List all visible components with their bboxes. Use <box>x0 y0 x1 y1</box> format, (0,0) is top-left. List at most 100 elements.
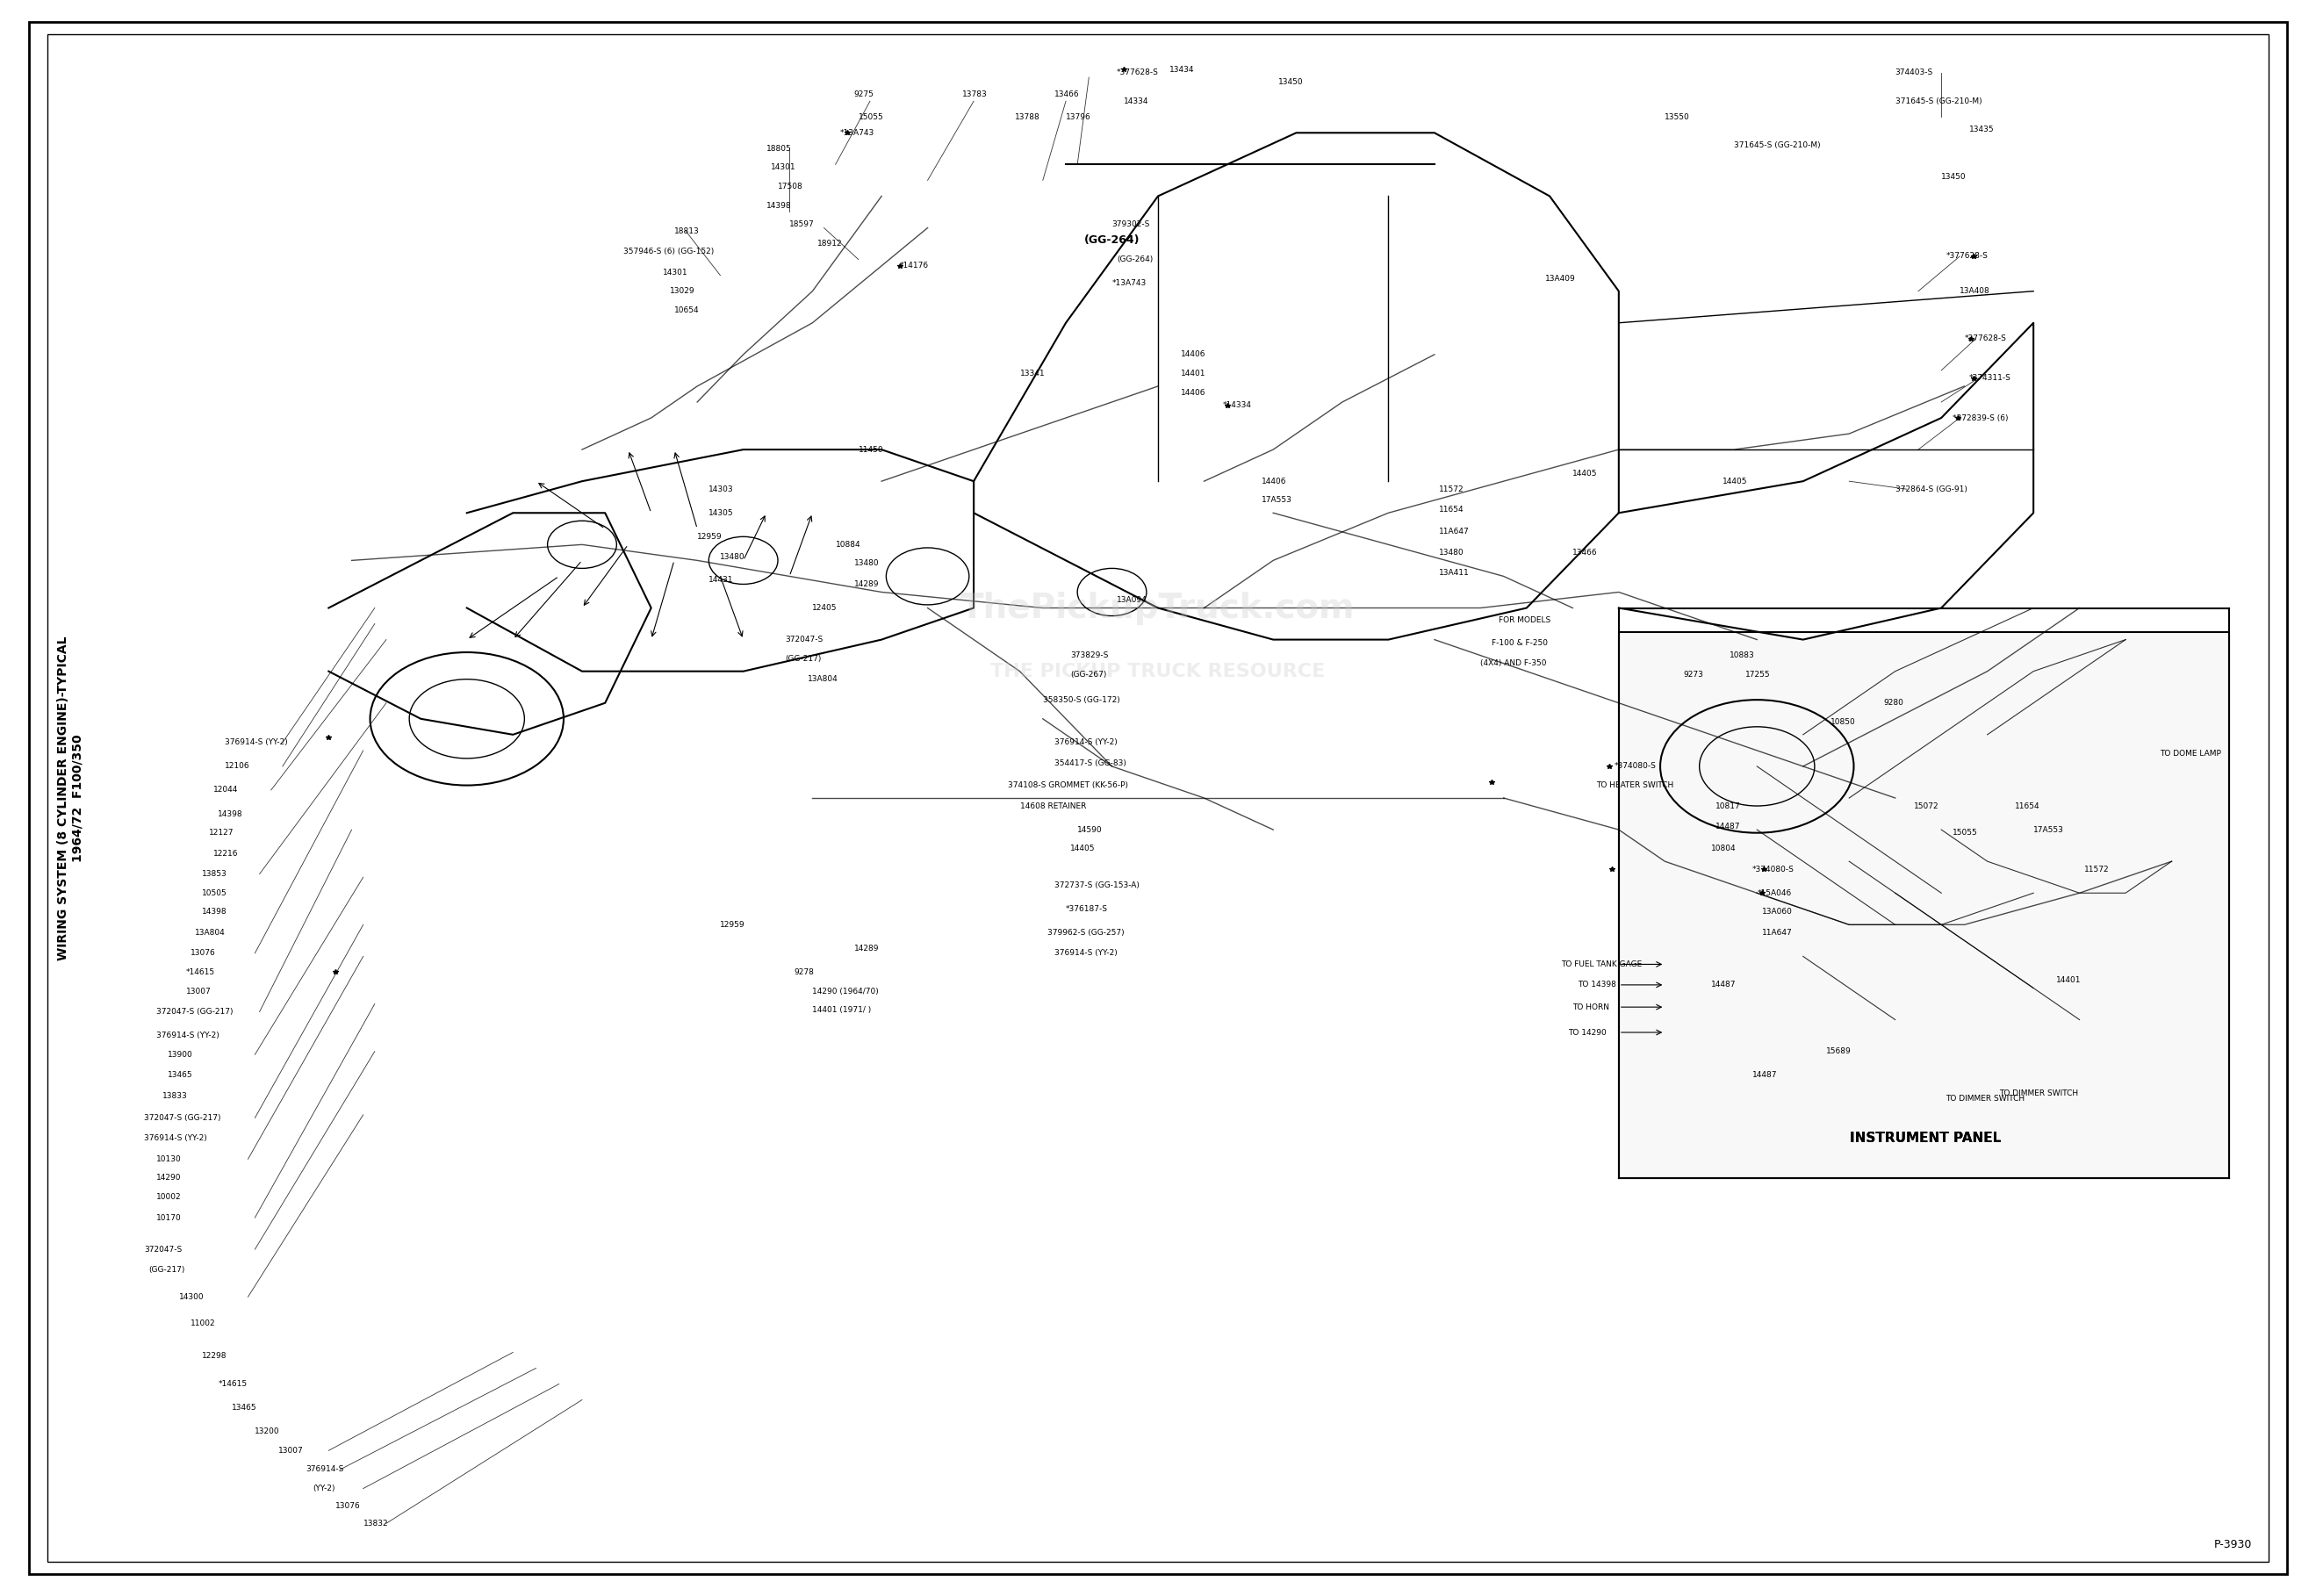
Text: 14289: 14289 <box>855 945 878 953</box>
Text: 14334: 14334 <box>1123 97 1149 105</box>
Text: 14487: 14487 <box>1753 1071 1776 1079</box>
Text: 10170: 10170 <box>155 1215 181 1221</box>
Text: 13029: 13029 <box>669 287 695 295</box>
Text: 10884: 10884 <box>836 541 862 549</box>
Text: 12127: 12127 <box>208 828 234 836</box>
Text: 9273: 9273 <box>1684 670 1702 678</box>
Text: 11A647: 11A647 <box>1438 528 1471 536</box>
Text: 13341: 13341 <box>1019 370 1045 378</box>
Text: 372047-S (GG-217): 372047-S (GG-217) <box>155 1007 232 1015</box>
Text: 13007: 13007 <box>185 988 211 996</box>
Text: 357946-S (6) (GG-152): 357946-S (6) (GG-152) <box>623 247 713 255</box>
Text: *14334: *14334 <box>1223 401 1251 409</box>
Text: 13796: 13796 <box>1065 113 1091 121</box>
Text: F-100 & F-250: F-100 & F-250 <box>1492 638 1547 646</box>
Text: 374108-S GROMMET (KK-56-P): 374108-S GROMMET (KK-56-P) <box>1007 782 1128 790</box>
Text: 14608 RETAINER: 14608 RETAINER <box>1019 801 1086 809</box>
Text: 13A804: 13A804 <box>195 929 225 937</box>
Text: 14487: 14487 <box>1716 822 1742 830</box>
Text: 13076: 13076 <box>190 950 215 958</box>
Text: 13783: 13783 <box>961 91 987 99</box>
Text: 13465: 13465 <box>232 1404 257 1412</box>
Bar <box>1619 632 2230 1178</box>
Text: *372839-S (6): *372839-S (6) <box>1952 413 2008 421</box>
Text: 372737-S (GG-153-A): 372737-S (GG-153-A) <box>1054 881 1139 889</box>
Text: 13450: 13450 <box>1941 174 1966 180</box>
Text: 376914-S (YY-2): 376914-S (YY-2) <box>155 1031 218 1039</box>
Text: 371645-S (GG-210-M): 371645-S (GG-210-M) <box>1894 97 1982 105</box>
Text: *377628-S: *377628-S <box>1945 252 1987 260</box>
Text: 10804: 10804 <box>1712 844 1737 852</box>
Text: 15072: 15072 <box>1913 801 1938 809</box>
Text: 13550: 13550 <box>1665 113 1691 121</box>
Text: 11A647: 11A647 <box>1762 929 1793 937</box>
Text: 10883: 10883 <box>1730 651 1756 659</box>
Text: 371645-S (GG-210-M): 371645-S (GG-210-M) <box>1735 142 1820 150</box>
Text: FOR MODELS: FOR MODELS <box>1498 616 1552 624</box>
Text: 13465: 13465 <box>167 1071 192 1079</box>
Text: 11654: 11654 <box>2015 801 2040 809</box>
Text: 14406: 14406 <box>1262 477 1288 485</box>
Text: 10505: 10505 <box>201 889 227 897</box>
Text: (GG-267): (GG-267) <box>1070 670 1107 678</box>
Text: TO HORN: TO HORN <box>1573 1004 1610 1010</box>
Text: 13A060: 13A060 <box>1762 908 1793 916</box>
Text: *13A743: *13A743 <box>1112 279 1146 287</box>
Text: 14405: 14405 <box>1070 844 1095 852</box>
Text: 11002: 11002 <box>190 1320 215 1328</box>
Text: TO DOME LAMP: TO DOME LAMP <box>2161 750 2221 758</box>
Text: 372047-S: 372047-S <box>144 1245 183 1253</box>
Text: 10817: 10817 <box>1716 801 1742 809</box>
Text: 10654: 10654 <box>674 306 699 314</box>
Text: 376914-S (YY-2): 376914-S (YY-2) <box>144 1135 208 1143</box>
Text: TO FUEL TANK GAGE: TO FUEL TANK GAGE <box>1561 961 1642 969</box>
Text: (GG-217): (GG-217) <box>785 654 822 662</box>
Text: 12044: 12044 <box>213 787 239 795</box>
Text: 13A409: 13A409 <box>1545 275 1575 282</box>
Text: 13076: 13076 <box>336 1502 361 1510</box>
Text: *13A743: *13A743 <box>841 129 875 137</box>
Text: 358350-S (GG-172): 358350-S (GG-172) <box>1042 696 1121 704</box>
Text: INSTRUMENT PANEL: INSTRUMENT PANEL <box>1850 1132 2001 1144</box>
Text: 11572: 11572 <box>2084 865 2110 873</box>
Text: 12216: 12216 <box>213 849 239 857</box>
Text: *377628-S: *377628-S <box>1964 335 2006 343</box>
Text: 12106: 12106 <box>225 763 250 771</box>
Text: 13A408: 13A408 <box>1959 287 1989 295</box>
Text: 372047-S: 372047-S <box>785 635 822 643</box>
Text: 13480: 13480 <box>855 560 880 568</box>
Text: *14176: *14176 <box>901 262 929 270</box>
Text: *374311-S: *374311-S <box>1969 375 2010 381</box>
Text: 14398: 14398 <box>201 908 227 916</box>
Text: 13480: 13480 <box>720 554 746 562</box>
Text: P-3930: P-3930 <box>2214 1539 2251 1550</box>
Text: (GG-217): (GG-217) <box>148 1266 185 1274</box>
Text: 10850: 10850 <box>1830 718 1855 726</box>
Text: *14615: *14615 <box>185 969 215 977</box>
Text: 14406: 14406 <box>1181 351 1207 359</box>
Text: 13466: 13466 <box>1573 549 1598 557</box>
Text: 12298: 12298 <box>201 1352 227 1360</box>
Text: 12405: 12405 <box>813 603 838 611</box>
Text: *374080-S: *374080-S <box>1753 865 1795 873</box>
Text: (GG-264): (GG-264) <box>1084 235 1139 246</box>
Text: 379962-S (GG-257): 379962-S (GG-257) <box>1047 929 1123 937</box>
Text: 9275: 9275 <box>855 91 873 99</box>
Text: TO 14290: TO 14290 <box>1568 1028 1607 1036</box>
Text: 14406: 14406 <box>1181 388 1207 396</box>
Text: 11572: 11572 <box>1438 485 1464 493</box>
Text: 14289: 14289 <box>855 581 878 589</box>
Text: 376914-S (YY-2): 376914-S (YY-2) <box>1054 950 1116 958</box>
Text: 11450: 11450 <box>859 445 885 453</box>
Text: TO HEATER SWITCH: TO HEATER SWITCH <box>1596 782 1672 790</box>
Text: (4X4) AND F-350: (4X4) AND F-350 <box>1480 659 1547 667</box>
Text: 372047-S (GG-217): 372047-S (GG-217) <box>144 1114 220 1122</box>
Text: 14305: 14305 <box>709 509 734 517</box>
Text: TO 14398: TO 14398 <box>1577 982 1617 990</box>
Text: 13A411: 13A411 <box>1438 570 1471 578</box>
Text: 14398: 14398 <box>767 201 792 209</box>
Text: ThePickupTruck.com: ThePickupTruck.com <box>961 591 1355 624</box>
Text: 15689: 15689 <box>1825 1047 1850 1055</box>
Text: 14431: 14431 <box>709 576 734 584</box>
Text: 15055: 15055 <box>1952 828 1978 836</box>
